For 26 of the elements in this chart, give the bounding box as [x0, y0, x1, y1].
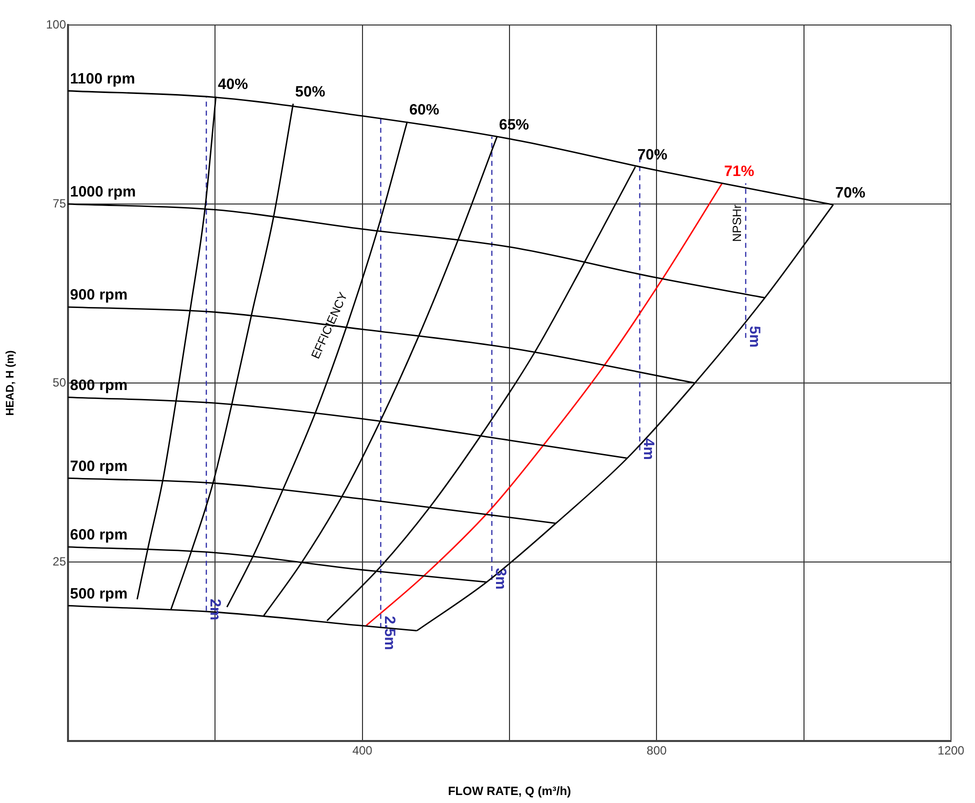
- y-tick-label: 100: [46, 17, 66, 32]
- annotation: NPSHr: [730, 204, 744, 242]
- x-tick-label: 800: [646, 744, 667, 758]
- series-label: 500 rpm: [70, 585, 128, 602]
- series-label: 71%: [724, 162, 754, 180]
- text: 2.5m: [381, 616, 398, 650]
- series-label: 40%: [218, 76, 248, 94]
- text: 5m: [746, 326, 764, 348]
- series-label: 1100 rpm: [70, 70, 136, 88]
- series-label: 1000 rpm: [70, 184, 136, 201]
- x-axis-title: FLOW RATE, Q (m³/h): [448, 784, 572, 798]
- x-tick-label: 400: [352, 744, 373, 758]
- y-tick-label: 75: [52, 196, 66, 210]
- series-label: 900 rpm: [70, 286, 128, 304]
- x-tick-label: 1200: [938, 744, 965, 758]
- text: 3m: [492, 568, 510, 590]
- text: 2m: [206, 598, 224, 620]
- y-axis-title: HEAD, H (m): [4, 350, 17, 416]
- series-label: 70%: [835, 184, 866, 202]
- y-tick-label: 50: [52, 375, 66, 390]
- text: 4m: [640, 438, 658, 460]
- series-label: 50%: [295, 83, 326, 100]
- y-tick-label: 25: [52, 554, 66, 568]
- series-label: 600 rpm: [70, 526, 128, 544]
- series-label: 700 rpm: [70, 458, 128, 475]
- series-label: 60%: [409, 101, 440, 118]
